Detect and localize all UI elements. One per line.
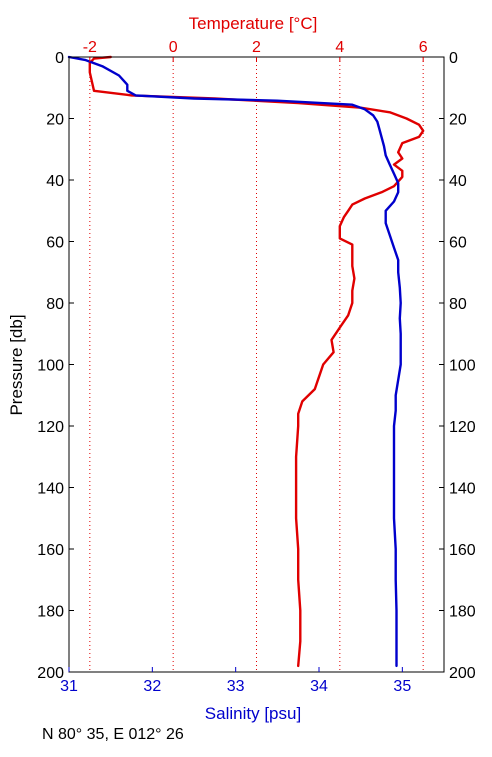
- series: [67, 55, 425, 668]
- pressure-tick-label-right: 100: [449, 358, 476, 375]
- pressure-tick-label-left: 40: [46, 173, 64, 190]
- pressure-tick-label-right: 0: [449, 50, 458, 67]
- pressure-axis-title: Pressure [db]: [7, 314, 26, 415]
- pressure-tick-label-right: 120: [449, 419, 476, 436]
- pressure-tick-label-left: 160: [37, 542, 64, 559]
- pressure-tick-label-left: 120: [37, 419, 64, 436]
- pressure-tick-label-right: 20: [449, 112, 467, 129]
- pressure-tick-label-right: 160: [449, 542, 476, 559]
- temperature-tick-label: -2: [83, 39, 97, 56]
- pressure-tick-label-right: 200: [449, 665, 476, 682]
- pressure-tick-label-left: 20: [46, 112, 64, 129]
- salinity-axis-title: Salinity [psu]: [205, 704, 301, 723]
- station-coordinates: N 80° 35, E 012° 26: [42, 726, 184, 743]
- ticks: -2 0 2 4 6 31 32 33 34 35 0 0 20 20 40 40 60 60 80 80 100 100…: [37, 39, 476, 695]
- pressure-tick-label-right: 40: [449, 173, 467, 190]
- salinity-tick-label: 34: [310, 678, 328, 695]
- temperature-tick-label: 4: [335, 39, 344, 56]
- pressure-tick-label-right: 180: [449, 604, 476, 621]
- pressure-tick-label-left: 140: [37, 481, 64, 498]
- pressure-tick-label-left: 100: [37, 358, 64, 375]
- pressure-tick-label-left: 180: [37, 604, 64, 621]
- temperature-axis-title: Temperature [°C]: [189, 14, 318, 33]
- pressure-tick-label-left: 0: [55, 50, 64, 67]
- pressure-tick-label-left: 200: [37, 665, 64, 682]
- salinity-tick-label: 33: [227, 678, 245, 695]
- salinity-profile-line: [67, 55, 402, 668]
- pressure-tick-label-right: 60: [449, 235, 467, 252]
- temperature-tick-label: 0: [169, 39, 178, 56]
- temperature-profile-line: [88, 55, 425, 668]
- pressure-tick-label-left: 60: [46, 235, 64, 252]
- salinity-tick-label: 32: [143, 678, 161, 695]
- pressure-tick-label-right: 80: [449, 296, 467, 313]
- temperature-tick-label: 2: [252, 39, 261, 56]
- grid: [89, 57, 424, 672]
- pressure-tick-label-right: 140: [449, 481, 476, 498]
- temperature-tick-label: 6: [419, 39, 428, 56]
- salinity-tick-label: 35: [393, 678, 411, 695]
- salinity-tick-label: 31: [60, 678, 78, 695]
- pressure-tick-label-left: 80: [46, 296, 64, 313]
